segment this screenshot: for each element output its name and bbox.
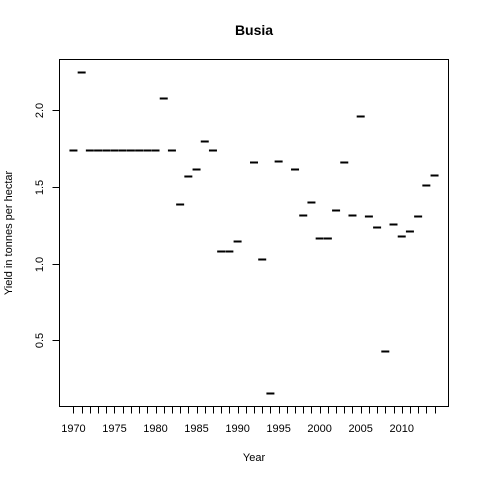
x-axis: 1970 1975 1980 1985 1990 1995 2000 2005 2010 (61, 406, 436, 435)
plot-frame (59, 59, 449, 407)
y-axis-title: Yield in tonnes per hectar (3, 170, 15, 295)
x-tick-label: 2010 (389, 423, 413, 435)
y-axis: 0.5 1.0 1.5 2.0 (34, 103, 60, 348)
x-tick-label: 1980 (143, 423, 167, 435)
x-tick-label: 1970 (61, 423, 85, 435)
x-tick-label: 1995 (266, 423, 290, 435)
data-points (69, 71, 439, 395)
x-tick-label: 2000 (307, 423, 331, 435)
x-tick-label: 1990 (225, 423, 249, 435)
y-tick-label: 0.5 (34, 333, 46, 348)
y-tick-label: 1.5 (34, 180, 46, 195)
x-axis-title: Year (243, 452, 266, 464)
y-tick-label: 1.0 (34, 257, 46, 272)
y-tick-label: 2.0 (34, 103, 46, 118)
x-tick-label: 1985 (184, 423, 208, 435)
x-tick-label: 1975 (102, 423, 126, 435)
x-tick-label: 2005 (348, 423, 372, 435)
chart-title: Busia (235, 22, 273, 38)
